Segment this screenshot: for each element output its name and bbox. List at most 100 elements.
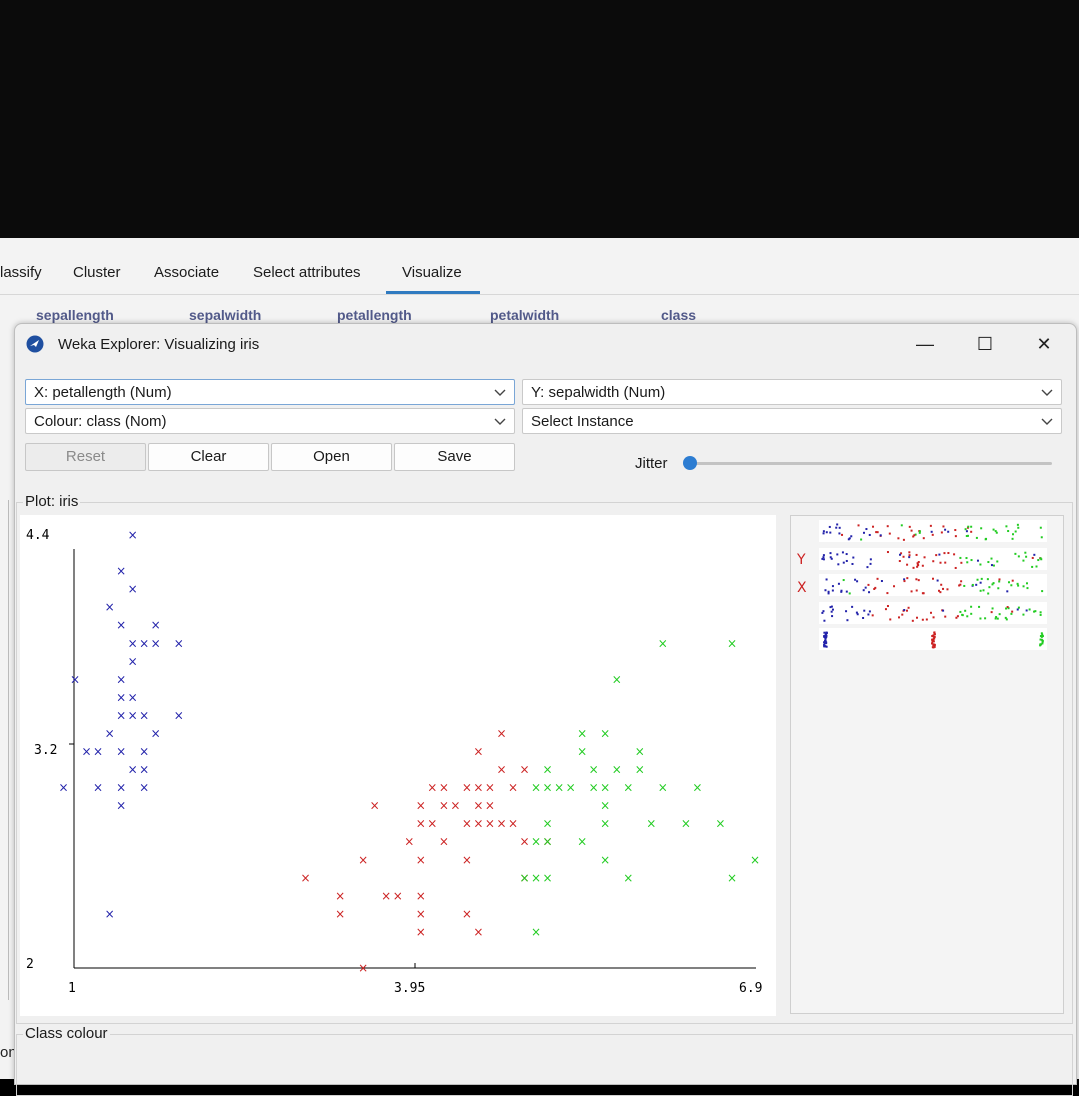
scatter-point[interactable]: ×	[531, 871, 541, 885]
scatter-point[interactable]: ×	[531, 781, 541, 795]
colour-select[interactable]: Colour: class (Nom)	[25, 408, 515, 434]
scatter-point[interactable]: ×	[519, 835, 529, 849]
scatter-point[interactable]: ×	[473, 925, 483, 939]
scatter-point[interactable]: ×	[128, 654, 138, 668]
scatter-point[interactable]: ×	[600, 799, 610, 813]
scatter-point[interactable]: ×	[531, 835, 541, 849]
scatter-point[interactable]: ×	[612, 672, 622, 686]
scatter-point[interactable]: ×	[139, 708, 149, 722]
scatter-point[interactable]: ×	[128, 528, 138, 542]
scatter-point[interactable]: ×	[116, 690, 126, 704]
scatter-point[interactable]: ×	[151, 726, 161, 740]
scatter-point[interactable]: ×	[139, 781, 149, 795]
scatter-point[interactable]: ×	[82, 745, 92, 759]
scatter-point[interactable]: ×	[335, 889, 345, 903]
clear-button[interactable]: Clear	[148, 443, 269, 471]
window-titlebar[interactable]: Weka Explorer: Visualizing iris — ☐ ✕	[15, 324, 1076, 364]
scatter-point[interactable]: ×	[623, 781, 633, 795]
scatter-point[interactable]: ×	[623, 871, 633, 885]
scatter-point[interactable]: ×	[139, 745, 149, 759]
scatter-point[interactable]: ×	[128, 582, 138, 596]
scatter-point[interactable]: ×	[496, 763, 506, 777]
scatter-point[interactable]: ×	[416, 925, 426, 939]
scatter-point[interactable]: ×	[139, 763, 149, 777]
scatter-point[interactable]: ×	[519, 871, 529, 885]
scatter-point[interactable]: ×	[646, 817, 656, 831]
tab-select-attributes[interactable]: Select attributes	[253, 264, 361, 281]
scatter-point[interactable]: ×	[58, 781, 68, 795]
scatter-point[interactable]: ×	[543, 835, 553, 849]
x-axis-select[interactable]: X: petallength (Num)	[25, 379, 515, 405]
scatter-point[interactable]: ×	[635, 745, 645, 759]
attribute-matrix-panel[interactable]: Y X	[790, 515, 1064, 1014]
scatter-point[interactable]: ×	[727, 871, 737, 885]
scatter-point[interactable]: ×	[473, 781, 483, 795]
scatter-point[interactable]: ×	[416, 817, 426, 831]
scatter-point[interactable]: ×	[151, 636, 161, 650]
scatter-point[interactable]: ×	[600, 853, 610, 867]
scatter-point[interactable]: ×	[70, 672, 80, 686]
scatter-point[interactable]: ×	[612, 763, 622, 777]
scatter-point[interactable]: ×	[600, 781, 610, 795]
scatter-point[interactable]: ×	[462, 907, 472, 921]
scatter-point[interactable]: ×	[635, 763, 645, 777]
scatter-point[interactable]: ×	[750, 853, 760, 867]
scatter-point[interactable]: ×	[358, 961, 368, 975]
scatter-point[interactable]: ×	[404, 835, 414, 849]
scatter-point[interactable]: ×	[381, 889, 391, 903]
scatter-point[interactable]: ×	[531, 925, 541, 939]
matrix-row[interactable]	[819, 574, 1047, 596]
tab-associate[interactable]: Associate	[154, 264, 220, 281]
scatter-point[interactable]: ×	[473, 745, 483, 759]
scatter-point[interactable]: ×	[727, 636, 737, 650]
minimize-button[interactable]: —	[905, 330, 945, 358]
scatter-point[interactable]: ×	[335, 907, 345, 921]
scatter-point[interactable]: ×	[462, 781, 472, 795]
tab-cluster[interactable]: Cluster	[73, 264, 121, 281]
scatter-point[interactable]: ×	[439, 835, 449, 849]
scatter-point[interactable]: ×	[600, 817, 610, 831]
scatter-point[interactable]: ×	[485, 817, 495, 831]
attr-petalwidth[interactable]: petalwidth	[490, 307, 560, 323]
scatter-point[interactable]: ×	[658, 781, 668, 795]
open-button[interactable]: Open	[271, 443, 392, 471]
scatter-point[interactable]: ×	[116, 781, 126, 795]
scatter-point[interactable]: ×	[577, 835, 587, 849]
scatter-point[interactable]: ×	[681, 817, 691, 831]
select-instance-select[interactable]: Select Instance	[522, 408, 1062, 434]
scatter-point[interactable]: ×	[543, 817, 553, 831]
jitter-slider-thumb[interactable]	[683, 456, 697, 470]
jitter-slider-track[interactable]	[690, 462, 1052, 465]
scatter-point[interactable]: ×	[496, 726, 506, 740]
scatter-point[interactable]: ×	[116, 618, 126, 632]
scatter-point[interactable]: ×	[174, 636, 184, 650]
scatter-point[interactable]: ×	[543, 871, 553, 885]
scatter-point[interactable]: ×	[715, 817, 725, 831]
matrix-row[interactable]	[819, 520, 1047, 542]
scatter-point[interactable]: ×	[151, 618, 161, 632]
scatter-point[interactable]: ×	[450, 799, 460, 813]
scatter-point[interactable]: ×	[358, 853, 368, 867]
scatter-point[interactable]: ×	[416, 907, 426, 921]
scatter-point[interactable]: ×	[128, 708, 138, 722]
scatter-point[interactable]: ×	[692, 781, 702, 795]
scatter-point[interactable]: ×	[128, 636, 138, 650]
scatter-point[interactable]: ×	[116, 564, 126, 578]
scatter-point[interactable]: ×	[519, 871, 529, 885]
scatter-point[interactable]: ×	[93, 781, 103, 795]
scatter-point[interactable]: ×	[496, 817, 506, 831]
scatter-point[interactable]: ×	[566, 781, 576, 795]
scatter-point[interactable]: ×	[439, 781, 449, 795]
maximize-button[interactable]: ☐	[965, 330, 1005, 358]
scatter-point[interactable]: ×	[519, 763, 529, 777]
scatter-point[interactable]: ×	[589, 781, 599, 795]
scatter-point[interactable]: ×	[462, 817, 472, 831]
scatter-point[interactable]: ×	[116, 745, 126, 759]
scatter-point[interactable]: ×	[485, 781, 495, 795]
scatter-point[interactable]: ×	[128, 690, 138, 704]
scatter-point[interactable]: ×	[508, 781, 518, 795]
matrix-row[interactable]	[819, 548, 1047, 570]
scatter-point[interactable]: ×	[416, 853, 426, 867]
tab-visualize[interactable]: Visualize	[402, 264, 462, 281]
scatter-point[interactable]: ×	[658, 636, 668, 650]
